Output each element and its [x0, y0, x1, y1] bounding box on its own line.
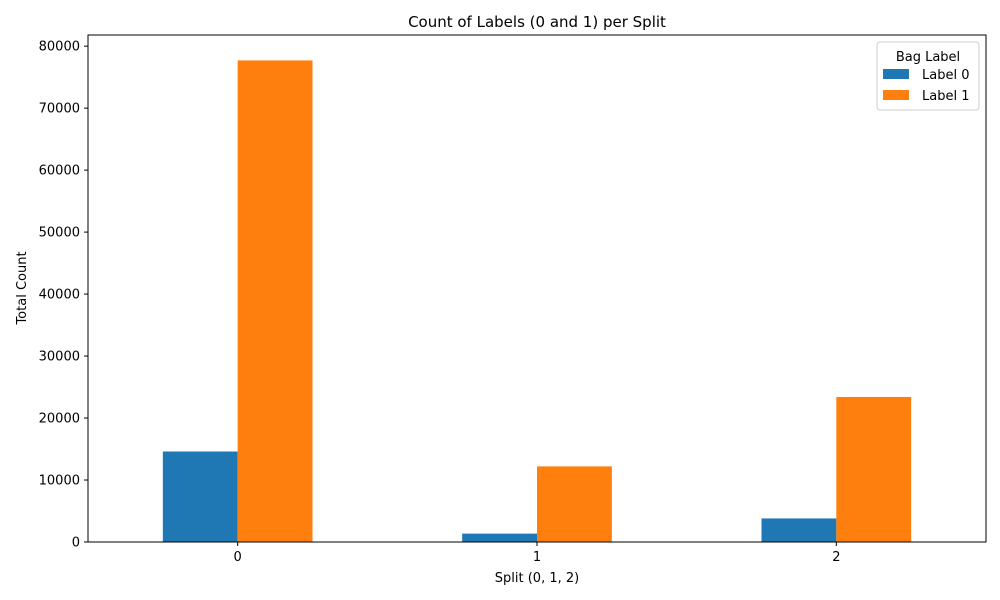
legend-swatch-label-1	[883, 90, 909, 100]
y-axis-title: Total Count	[15, 251, 30, 325]
y-tick-label-50000: 50000	[39, 226, 80, 241]
chart-title: Count of Labels (0 and 1) per Split	[408, 13, 666, 31]
bar-split-0-series-1	[237, 60, 313, 542]
bars-layer	[162, 60, 912, 542]
y-tick-label-10000: 10000	[39, 474, 80, 489]
y-tick-label-0: 0	[72, 536, 80, 551]
y-tick-label-60000: 60000	[39, 164, 80, 179]
x-tick-label-0: 0	[234, 550, 242, 565]
bar-split-2-series-0	[761, 518, 837, 542]
y-tick-label-20000: 20000	[39, 412, 80, 427]
legend-swatch-label-0	[883, 69, 909, 79]
x-tick-label-2: 2	[832, 550, 840, 565]
y-tick-label-40000: 40000	[39, 288, 80, 303]
legend-label-0: Label 0	[922, 68, 969, 83]
bar-split-2-series-1	[836, 396, 912, 542]
bar-split-1-series-1	[537, 466, 612, 542]
x-axis-title: Split (0, 1, 2)	[495, 571, 579, 586]
x-tick-label-1: 1	[533, 550, 541, 565]
y-tick-label-30000: 30000	[39, 350, 80, 365]
bar-split-0-series-0	[162, 451, 238, 542]
legend: Bag Label Label 0 Label 1	[876, 41, 980, 111]
plot-frame	[87, 34, 987, 543]
bar-split-1-series-0	[462, 533, 537, 542]
legend-title: Bag Label	[896, 50, 960, 65]
legend-label-1: Label 1	[922, 89, 969, 104]
ticks-layer: 0 1 2 0 10000 20000 30000 40000 50000 60000 70000 8…	[39, 40, 841, 565]
y-tick-label-70000: 70000	[39, 102, 80, 117]
y-tick-label-80000: 80000	[39, 40, 80, 55]
